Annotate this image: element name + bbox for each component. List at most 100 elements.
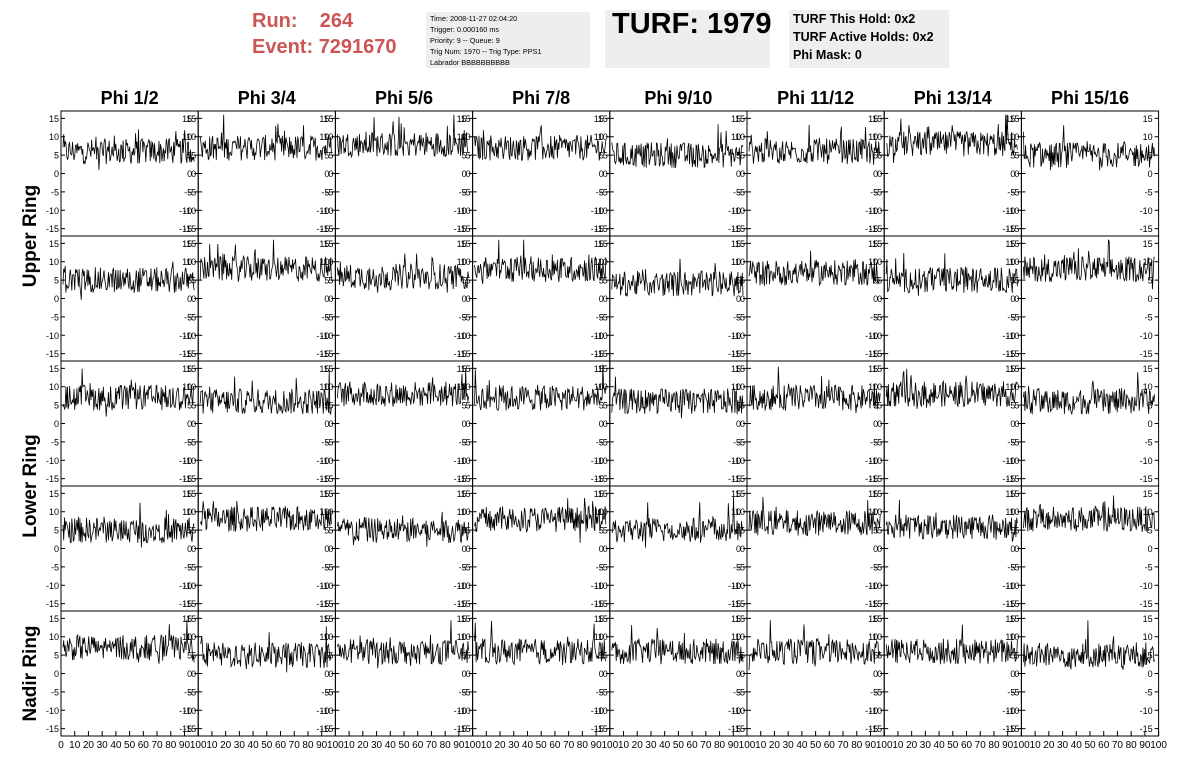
y-tick-label: 5 <box>877 401 882 411</box>
y-tick-label: 10 <box>594 257 604 267</box>
y-tick-label: -15 <box>591 599 604 609</box>
x-tick-label: 40 <box>110 740 122 751</box>
y-tick-label: 5 <box>324 151 329 161</box>
y-tick-label: -15 <box>591 349 604 359</box>
y-tick-label: 15 <box>457 114 467 124</box>
panel-frame <box>197 485 336 612</box>
panel-frame <box>609 610 748 737</box>
waveform-trace <box>337 620 469 669</box>
info-time: Time: 2008-11-27 02:04:20 <box>430 14 518 23</box>
y-tick-label: 0 <box>1010 419 1015 429</box>
y-tick-label: 0 <box>740 544 745 554</box>
waveform-trace <box>885 252 1018 296</box>
x-tick-label: 30 <box>645 740 657 751</box>
panel-frame <box>609 485 748 612</box>
waveform-trace <box>199 369 332 416</box>
y-tick-label: -10 <box>1006 706 1019 716</box>
y-tick-label: -15 <box>458 224 471 234</box>
y-tick-label: -15 <box>454 224 467 234</box>
waveform-trace <box>337 511 469 547</box>
y-tick-label: -15 <box>869 599 882 609</box>
x-tick-label: 90 <box>728 740 740 751</box>
y-tick-label: 5 <box>1014 526 1019 536</box>
y-tick-label: -10 <box>1006 581 1019 591</box>
y-tick-label: 5 <box>740 526 745 536</box>
turf-this-hold: TURF This Hold: 0x2 <box>793 12 916 26</box>
y-tick-label: 15 <box>1009 364 1019 374</box>
y-tick-label: 0 <box>873 669 878 679</box>
waveform-trace <box>62 619 195 664</box>
y-tick-label: -5 <box>874 562 882 572</box>
x-tick-label: 20 <box>357 740 369 751</box>
info-trignum: Trig Num: 1970 -- Trig Type: PPS1 <box>430 47 542 56</box>
y-tick-label: -5 <box>1007 437 1015 447</box>
y-tick-label: -10 <box>1002 206 1015 216</box>
y-tick-label: -5 <box>733 312 741 322</box>
y-tick-label: 10 <box>731 507 741 517</box>
y-tick-label: 5 <box>328 151 333 161</box>
y-tick-label: -10 <box>320 206 333 216</box>
info-priority: Priority: 9 -- Queue: 9 <box>430 36 500 45</box>
y-tick-label: 15 <box>1143 239 1153 249</box>
y-tick-label: 10 <box>186 382 196 392</box>
y-tick-label: -5 <box>188 437 196 447</box>
panel-frame <box>883 485 1022 612</box>
y-tick-label: -10 <box>732 331 745 341</box>
y-tick-label: -5 <box>321 312 329 322</box>
x-tick-label: 20 <box>494 740 506 751</box>
y-tick-label: -15 <box>183 474 196 484</box>
y-tick-label: 10 <box>872 632 882 642</box>
y-tick-label: -15 <box>1006 724 1019 734</box>
x-tick-label: 50 <box>673 740 685 751</box>
panel-frame <box>609 110 748 237</box>
y-tick-label: 10 <box>1009 257 1019 267</box>
waveform-trace <box>62 368 195 417</box>
y-tick-label: 0 <box>1148 419 1153 429</box>
y-tick-label: 0 <box>466 419 471 429</box>
y-tick-label: 15 <box>323 114 333 124</box>
row-group-label: Nadir Ring <box>20 625 41 721</box>
y-tick-label: -15 <box>183 599 196 609</box>
panel-frame <box>197 610 336 737</box>
turf-active-holds: TURF Active Holds: 0x2 <box>793 30 934 44</box>
event-label: Event: <box>252 36 314 58</box>
trigger-info-box: Time: 2008-11-27 02:04:20 Trigger: 0.000… <box>426 12 590 68</box>
y-tick-label: -5 <box>1145 312 1153 322</box>
y-tick-label: 10 <box>1005 632 1015 642</box>
y-tick-label: -10 <box>728 706 741 716</box>
y-tick-label: 5 <box>877 651 882 661</box>
y-tick-label: -10 <box>732 581 745 591</box>
y-tick-label: -5 <box>874 687 882 697</box>
y-tick-label: -5 <box>1007 312 1015 322</box>
y-tick-label: -15 <box>1006 599 1019 609</box>
y-tick-label: -15 <box>595 599 608 609</box>
y-tick-label: 0 <box>599 294 604 304</box>
y-tick-label: -5 <box>325 312 333 322</box>
y-tick-label: 5 <box>873 526 878 536</box>
x-tick-label: 80 <box>577 740 589 751</box>
y-tick-label: 5 <box>599 276 604 286</box>
x-tick-label: 10 <box>755 740 767 751</box>
y-tick-label: 0 <box>54 419 59 429</box>
y-tick-label: 10 <box>598 132 608 142</box>
y-tick-label: -5 <box>1011 187 1019 197</box>
y-tick-label: 15 <box>1005 239 1015 249</box>
waveform-trace <box>885 368 1018 409</box>
y-tick-label: 10 <box>598 257 608 267</box>
y-tick-label: -5 <box>188 562 196 572</box>
y-tick-label: -15 <box>320 224 333 234</box>
y-tick-label: 0 <box>466 294 471 304</box>
y-tick-label: -10 <box>1002 331 1015 341</box>
y-tick-label: -15 <box>732 349 745 359</box>
y-tick-label: 15 <box>598 489 608 499</box>
y-tick-label: -5 <box>600 687 608 697</box>
waveform-trace <box>474 620 607 666</box>
y-tick-label: 10 <box>594 382 604 392</box>
y-tick-label: 15 <box>735 614 745 624</box>
y-tick-label: 15 <box>1143 614 1153 624</box>
y-tick-label: -15 <box>732 224 745 234</box>
y-tick-label: 15 <box>1009 114 1019 124</box>
y-tick-label: 5 <box>873 151 878 161</box>
panel-frame <box>60 610 199 737</box>
y-tick-label: -10 <box>454 706 467 716</box>
